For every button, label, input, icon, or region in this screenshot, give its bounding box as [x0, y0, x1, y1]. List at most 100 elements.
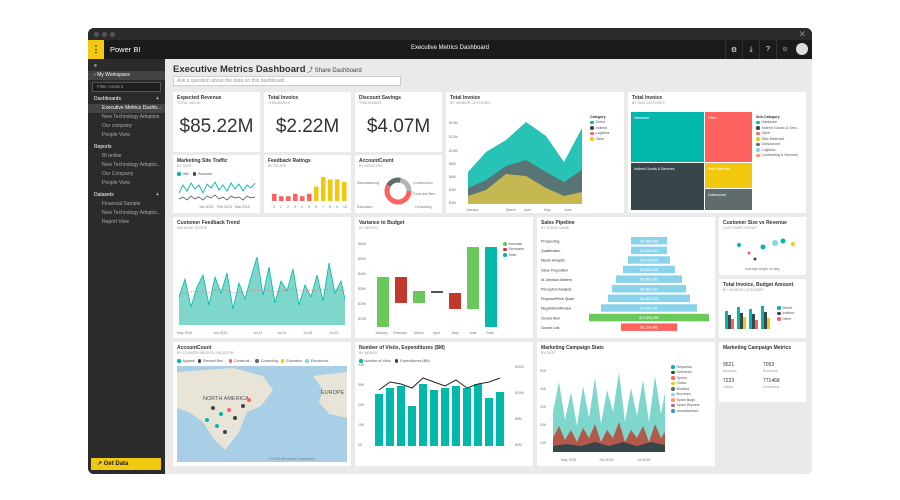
close-icon[interactable]: ✕ [798, 29, 806, 39]
metric-label: Blocked [723, 369, 737, 373]
help-icon[interactable]: ? [759, 40, 776, 59]
map-land-europe [313, 372, 347, 418]
scatter-point [780, 238, 786, 244]
waterfall-bar [467, 247, 479, 309]
window-title: Executive Metrics Dashboard [410, 45, 490, 51]
funnel-bar [621, 323, 677, 331]
tile-expected-revenue[interactable]: Expected Revenue Total value $85.22M [173, 92, 260, 152]
legend-label: Unsubscribes [676, 408, 699, 413]
sidebar-item-dashboard[interactable]: Executive Metrics Dashb... [88, 104, 165, 113]
gear-icon[interactable]: ⚙ [725, 40, 742, 59]
app-launcher-icon[interactable]: ⋮⋮⋮ [88, 40, 110, 59]
tile-visits[interactable]: Number of Visits, Expenditures ($M) By m… [355, 342, 533, 466]
x-tick-label: 9 [336, 205, 338, 209]
tile-variance-budget[interactable]: Variance to Budget By month $60K $50K $4… [355, 217, 533, 338]
tile-total-invoice-tree[interactable]: Total Invoice By sub category Hardware O… [628, 92, 806, 213]
avatar[interactable] [796, 43, 808, 55]
series-line-bounces [178, 194, 256, 201]
tile-title: Number of Visits, Expenditures ($M) [359, 345, 445, 351]
window-dot[interactable] [102, 32, 107, 37]
sidebar-item-report[interactable]: Our Company [102, 171, 134, 177]
tile-subtitle: Customer group [723, 226, 757, 230]
metric-cell: 9521 Blocked [723, 362, 737, 374]
tile-title: Total Invoice [450, 95, 481, 101]
sidebar-item-dashboard[interactable]: Our company [102, 123, 133, 129]
legend-swatch [280, 359, 285, 363]
legend-label: Education [286, 358, 303, 363]
sidebar-item-report[interactable]: New Technology Adoptio... [102, 162, 161, 168]
x-tick-label: 10 [343, 205, 347, 209]
column-bar [419, 384, 427, 446]
column-bar [755, 320, 758, 329]
sidebar-item-dataset[interactable]: Report View [102, 219, 130, 225]
donut-label: Construction [413, 181, 433, 185]
x-tick-label: January [375, 331, 388, 335]
window-dot[interactable] [94, 32, 99, 37]
sidebar-item-dashboard[interactable]: People View [102, 132, 130, 138]
sidebar-section-dashboards[interactable]: Dashboards + [94, 96, 159, 102]
search-input[interactable]: Filter content [92, 82, 161, 92]
donut-label: Consulting [415, 205, 432, 209]
download-icon[interactable]: ⤓ [742, 40, 759, 59]
legend-label: Bounces [198, 171, 213, 176]
legend-label: Increase [508, 241, 523, 246]
sidebar-item-dataset[interactable]: Financial Sample [102, 201, 141, 207]
sidebar-item-dashboard[interactable]: New Technology Adoption [102, 114, 160, 120]
funnel-stage-label: Closed Won [541, 316, 560, 320]
tile-invoice-budget[interactable]: Total Invoice, Budget Amount By vendor c… [719, 279, 806, 338]
qa-input[interactable]: Ask a question about the data on this da… [173, 76, 401, 86]
tile-account-map[interactable]: AccountCount By country/region, industry… [173, 342, 351, 466]
legend-label: Indirect [782, 311, 795, 316]
legend-swatch [777, 317, 781, 321]
tile-campaign-metrics[interactable]: Marketing Campaign Metrics 9521 Blocked 7… [719, 342, 806, 402]
y-tick-label: $10K [358, 317, 367, 321]
x-tick-label: Jan 2015 [199, 205, 213, 209]
legend-label: Logistics [595, 131, 610, 136]
window-dot[interactable] [110, 32, 115, 37]
tile-customer-size[interactable]: Customer Size vs Revenue Customer group … [719, 217, 806, 275]
funnel-stage-label: Perception Analysis [541, 288, 572, 292]
legend-swatch [671, 381, 675, 385]
menu-icon[interactable]: ≡ [94, 63, 97, 69]
sidebar-item-dataset[interactable]: New Technology Adoptio... [102, 210, 161, 216]
tile-customer-feedback[interactable]: Customer Feedback Trend Average score Ma… [173, 217, 351, 338]
get-data-button[interactable]: ↗ Get Data [91, 458, 161, 470]
treemap-label: Raw Materials [708, 167, 730, 171]
add-icon[interactable]: + [156, 96, 159, 102]
map-point [215, 424, 219, 428]
sidebar-section-reports[interactable]: Reports [94, 144, 112, 150]
tile-discount-savings[interactable]: Discount Savings Thousands $4.07M [355, 92, 442, 152]
dashboard-canvas: Executive Metrics Dashboard ⤴ Share Dash… [165, 59, 812, 474]
x-tick-label: 5 [308, 205, 310, 209]
legend-title: Category [590, 114, 606, 119]
metric-value: 771468 [763, 378, 780, 384]
tile-total-invoice-kpi[interactable]: Total Invoice Thousands $2.22M [264, 92, 351, 152]
sidebar-item-my-workspace[interactable]: ‹ My Workspace [88, 71, 165, 80]
tile-marketing-traffic[interactable]: Marketing Site Traffic By date Hits Boun… [173, 155, 260, 213]
share-button[interactable]: ⤴ Share Dashboard [307, 68, 362, 74]
scatter-point [753, 257, 757, 261]
y-tick-label: 30K [540, 405, 547, 409]
chart-legend: Sub-Category Hardware Indirect Goods & S… [756, 114, 799, 158]
legend-label: Indirect Goods & Serv... [761, 125, 800, 130]
funnel-value: $5,124,985 [640, 326, 658, 330]
funnel-stage-label: Needs Analysis [541, 259, 565, 263]
x-tick-label: Feb 2015 [217, 205, 232, 209]
tile-sales-pipeline[interactable]: Sales Pipeline By stage name Prospecting… [537, 217, 715, 338]
sidebar-section-datasets[interactable]: Datasets + [94, 192, 159, 198]
tile-title: Customer Size vs Revenue [723, 220, 787, 226]
legend-swatch [756, 137, 760, 141]
sidebar-item-report[interactable]: People View [102, 180, 130, 186]
sidebar-item-report[interactable]: BI online [102, 153, 122, 159]
tile-campaign-stats[interactable]: Marketing Campaign Stats By date 50K 40K… [537, 342, 715, 466]
tile-feedback-ratings[interactable]: Feedback Ratings By score 0 1 2 3 4 5 6 7 8 9 10 [264, 155, 351, 213]
tile-total-invoice-area[interactable]: Total Invoice By vendor category $14M $1… [446, 92, 624, 213]
kpi-value: $2.22M [275, 116, 340, 137]
x-tick-label: 6 [315, 205, 317, 209]
tile-account-donut[interactable]: AccountCount By industry Manufacturing C… [355, 155, 442, 213]
x-tick-label: Jul 12 [329, 331, 338, 335]
column-bar [452, 386, 460, 446]
smiley-icon[interactable]: ☺ [776, 40, 793, 59]
y-tick-label: $60K [358, 242, 367, 246]
add-icon[interactable]: + [156, 192, 159, 198]
